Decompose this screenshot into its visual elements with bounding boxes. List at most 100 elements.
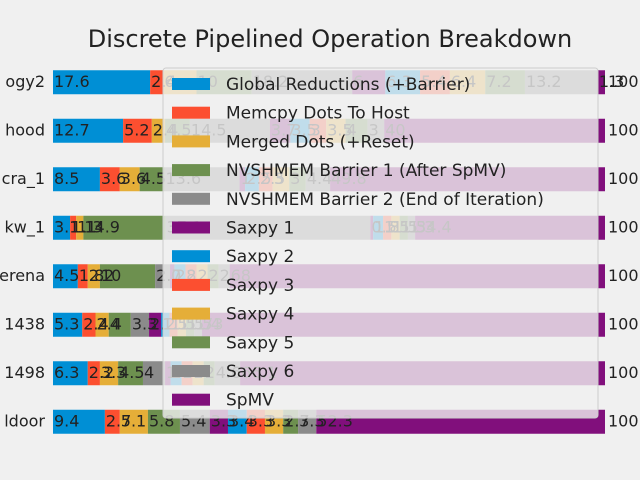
data-label: 2.2: [89, 363, 114, 382]
data-label: 1.8: [79, 266, 104, 285]
legend-swatch: [172, 221, 210, 234]
legend-label: Saxpy 3: [226, 276, 294, 296]
legend-swatch: [172, 307, 210, 320]
legend-swatch: [172, 164, 210, 177]
legend-label: Memcpy Dots To Host: [226, 104, 410, 124]
bar-segment: [149, 312, 162, 337]
y-tick-label: ogy2: [5, 72, 45, 91]
bar-segment: [119, 409, 148, 434]
data-label: 5.3: [54, 314, 79, 333]
data-label: 5.1: [121, 411, 146, 430]
y-tick-label: erena: [0, 266, 45, 285]
data-label: 1.3: [77, 217, 102, 236]
bar-segment: [130, 312, 150, 337]
bar-segment: [95, 312, 109, 337]
chart-title: Discrete Pipelined Operation Breakdown: [88, 25, 573, 53]
legend-swatch: [172, 78, 210, 90]
bar-segment: [118, 361, 143, 386]
bar-segment: [99, 361, 119, 386]
data-label: 2.2: [89, 266, 114, 285]
data-label: 17.6: [54, 72, 90, 91]
total-label: 100: [608, 363, 639, 382]
total-label: 100: [608, 217, 639, 236]
data-label: 4: [110, 314, 120, 333]
y-tick-label: cra_1: [2, 169, 45, 189]
data-label: 14.9: [84, 217, 120, 236]
bar-segment: [99, 264, 156, 289]
data-label: 10: [101, 266, 121, 285]
data-label: 9.4: [54, 411, 79, 430]
bar-segment: [139, 167, 165, 192]
legend-swatch: [172, 336, 210, 349]
bar-segment: [87, 361, 100, 386]
legend-swatch: [172, 393, 210, 406]
bar-segment: [82, 312, 96, 337]
data-label: 3.6: [121, 169, 146, 188]
y-tick-label: kw_1: [4, 217, 45, 237]
bar-segment: [53, 167, 100, 192]
bar-segment: [53, 70, 151, 95]
legend-label: Saxpy 2: [226, 247, 294, 267]
bar-segment: [87, 264, 100, 289]
data-label: 6.3: [54, 363, 79, 382]
legend-label: Saxpy 4: [226, 305, 294, 325]
legend-label: Saxpy 5: [226, 333, 294, 353]
legend-label: SpMV: [226, 391, 274, 411]
data-label: 2.4: [83, 314, 108, 333]
data-label: 3.1: [54, 217, 79, 236]
bar-segment: [123, 118, 152, 143]
legend-swatch: [172, 106, 210, 119]
bar-segment: [151, 118, 166, 143]
legend-label: NVSHMEM Barrier 1 (After SpMV): [226, 161, 506, 181]
total-label: 100: [608, 266, 639, 285]
y-tick-label: 1498: [4, 363, 45, 382]
legend-swatch: [172, 278, 210, 291]
data-label: 2.4: [97, 314, 122, 333]
bar-segment: [597, 70, 605, 95]
legend-label: Saxpy 6: [226, 362, 294, 382]
bar-segment: [70, 215, 77, 240]
legend-swatch: [172, 250, 210, 263]
bar-segment: [53, 215, 71, 240]
legend-box: [162, 67, 599, 419]
bar-segment: [83, 215, 166, 240]
data-label: 5.2: [124, 120, 149, 139]
legend-swatch: [172, 135, 210, 148]
bar-segment: [104, 409, 120, 434]
bar-segment: [150, 70, 164, 95]
y-tick-label: 1438: [4, 314, 45, 333]
data-label: 3.3: [132, 314, 157, 333]
bar-segment: [53, 312, 83, 337]
bar-segment: [53, 361, 88, 386]
bar-segment: [108, 312, 131, 337]
total-label: 100: [608, 72, 639, 91]
data-label: 12.7: [54, 120, 90, 139]
bar-segment: [53, 118, 124, 143]
legend-swatch: [172, 365, 210, 377]
data-label: 1.3: [599, 72, 624, 91]
data-label: 8.5: [54, 169, 79, 188]
y-tick-label: ldoor: [4, 411, 45, 430]
legend-swatch: [172, 192, 210, 205]
data-label: 3.3: [101, 363, 126, 382]
bar-segment: [119, 167, 140, 192]
y-tick-label: hood: [5, 120, 45, 139]
total-label: 100: [608, 169, 639, 188]
total-label: 100: [608, 411, 639, 430]
legend-label: Saxpy 1: [226, 219, 294, 239]
data-label: 1.1: [71, 217, 96, 236]
legend-label: Global Reductions (+Barrier): [226, 75, 470, 95]
bar-segment: [77, 264, 88, 289]
legend-label: NVSHMEM Barrier 2 (End of Iteration): [226, 190, 544, 210]
data-label: 2.7: [106, 411, 131, 430]
bar-segment: [142, 361, 166, 386]
legend-label: Merged Dots (+Reset): [226, 132, 415, 152]
data-label: 4.5: [141, 169, 166, 188]
data-label: 3.6: [101, 169, 126, 188]
bar-segment: [99, 167, 120, 192]
data-label: 4: [144, 363, 154, 382]
data-label: 4.5: [54, 266, 79, 285]
total-label: 100: [608, 120, 639, 139]
bar-segment: [53, 264, 78, 289]
